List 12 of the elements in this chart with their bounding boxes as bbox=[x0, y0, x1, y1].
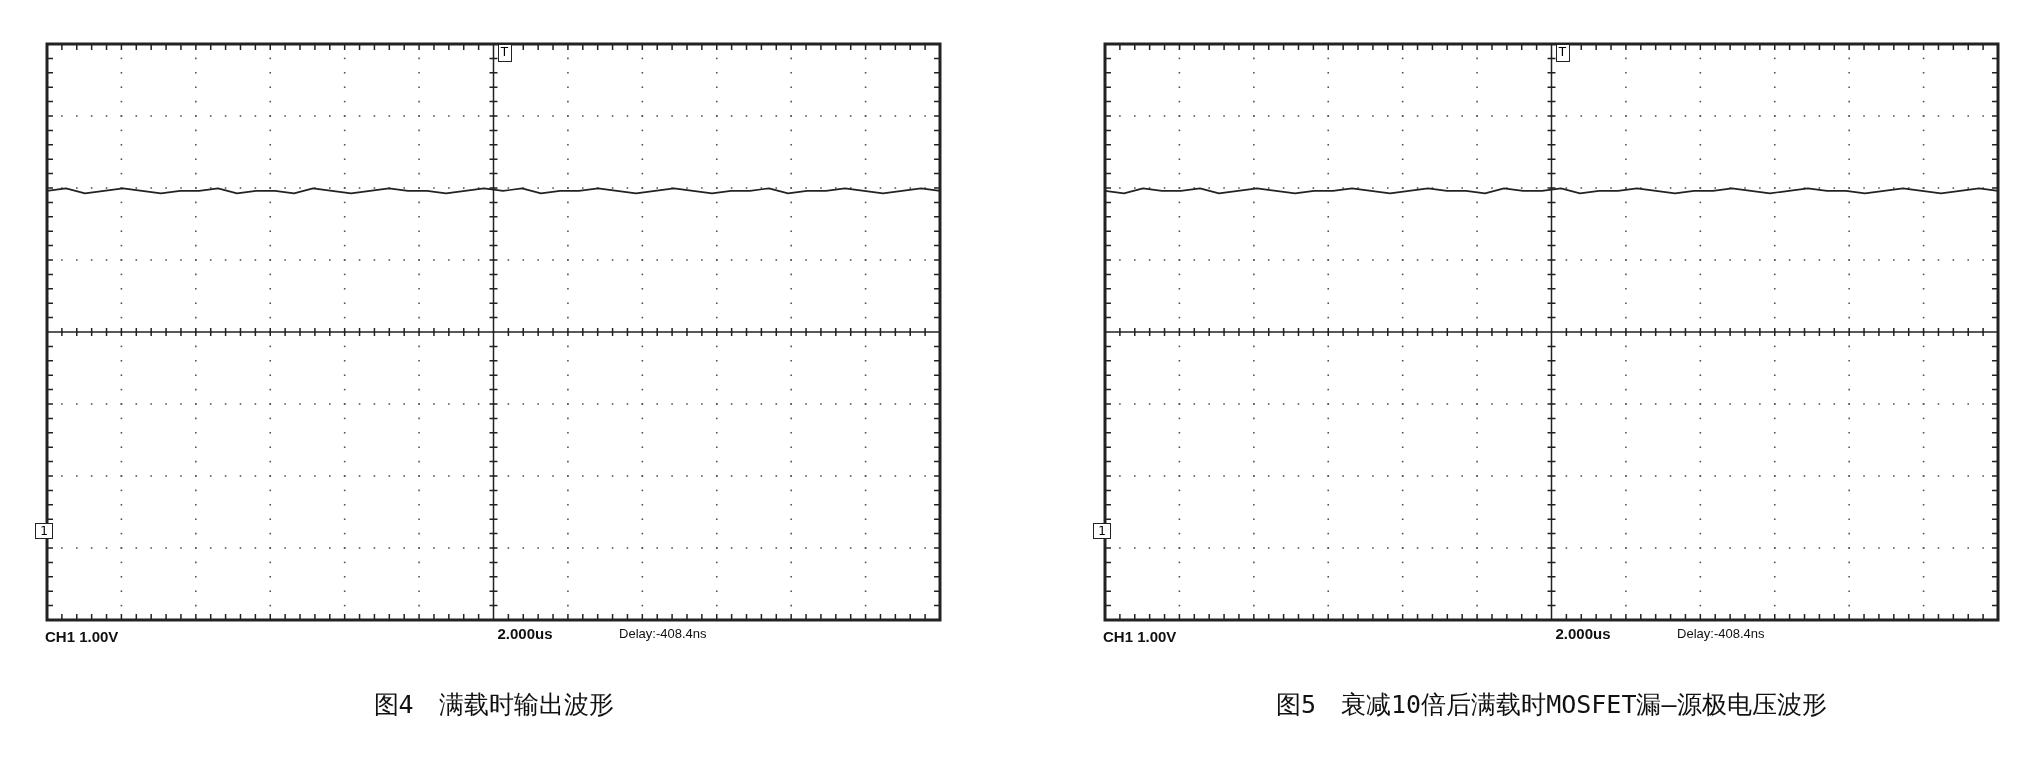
text: 2.000us bbox=[497, 625, 553, 642]
text: Delay:-408.4ns bbox=[619, 626, 707, 641]
one-tag-icon: 1 bbox=[35, 523, 53, 540]
text: 图5 衰减10倍后满载时MOSFET漏—源极电压波形 bbox=[1276, 689, 1827, 721]
text: CH1 1.00V bbox=[45, 628, 119, 645]
text: CH1 1.00V bbox=[1103, 628, 1177, 645]
text: 2.000us bbox=[1555, 625, 1611, 642]
text: 图4 满载时输出波形 bbox=[373, 689, 614, 721]
t-tag-icon: T bbox=[1555, 44, 1570, 62]
text: Delay:-408.4ns bbox=[1677, 626, 1765, 641]
t-tag-icon: T bbox=[497, 44, 512, 62]
one-tag-icon: 1 bbox=[1093, 523, 1111, 540]
